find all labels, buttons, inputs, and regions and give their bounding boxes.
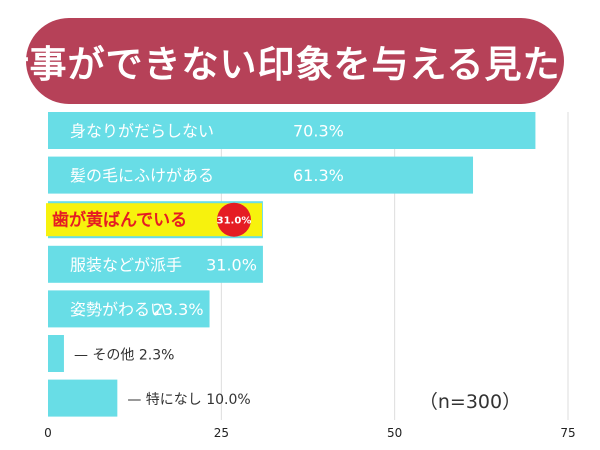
chart-title: 仕事ができない印象を与える見た目 xyxy=(0,43,599,86)
value-label: 61.3% xyxy=(293,166,344,185)
category-label: 姿勢がわるい xyxy=(70,300,166,319)
value-label: 70.3% xyxy=(293,122,344,141)
value-label: 31.0% xyxy=(206,255,257,274)
bar-labels: 身なりがだらしない 70.3% 髪の毛にふけがある 61.3% 歯が黄ばんでいる 31.0… xyxy=(52,122,344,409)
x-tick-label: 50 xyxy=(387,426,402,440)
category-label: 身なりがだらしない xyxy=(70,122,214,141)
bar xyxy=(48,245,263,283)
bar xyxy=(48,290,210,328)
category-label: 歯が黄ばんでいる xyxy=(52,210,187,231)
bar xyxy=(48,379,118,417)
value-label: 23.3% xyxy=(153,300,204,319)
bar xyxy=(48,112,536,149)
category-label: 服装などが派手 xyxy=(70,255,182,274)
x-axis-ticks: 0 25 50 75 xyxy=(44,426,575,440)
x-tick-label: 0 xyxy=(44,426,52,440)
bar xyxy=(48,335,64,372)
sample-size-note: （n=300） xyxy=(419,391,521,413)
x-tick-label: 75 xyxy=(560,426,575,440)
value-badge xyxy=(217,202,251,237)
value-label: 31.0% xyxy=(217,216,252,227)
x-tick-label: 25 xyxy=(214,426,229,440)
category-label: — その他 2.3% xyxy=(74,348,174,364)
title-banner: 仕事ができない印象を与える見た目 xyxy=(0,18,597,104)
category-label: 髪の毛にふけがある xyxy=(70,166,214,185)
category-label: — 特になし 10.0% xyxy=(127,392,250,408)
bar xyxy=(48,156,474,194)
